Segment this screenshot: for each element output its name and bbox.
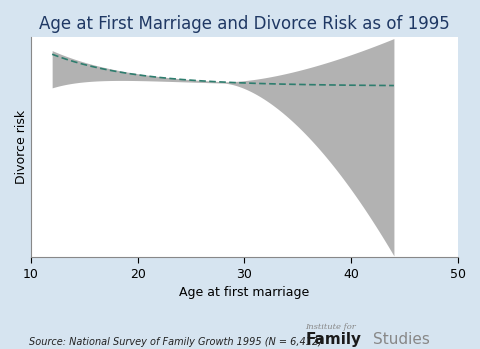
Title: Age at First Marriage and Divorce Risk as of 1995: Age at First Marriage and Divorce Risk a… bbox=[39, 15, 449, 33]
Text: Source: National Survey of Family Growth 1995 (N = 6,412): Source: National Survey of Family Growth… bbox=[29, 337, 321, 347]
Text: Institute for: Institute for bbox=[305, 323, 356, 331]
Text: Studies: Studies bbox=[372, 332, 429, 347]
Y-axis label: Divorce risk: Divorce risk bbox=[15, 110, 28, 184]
Text: Family: Family bbox=[305, 332, 360, 347]
X-axis label: Age at first marriage: Age at first marriage bbox=[179, 286, 309, 299]
